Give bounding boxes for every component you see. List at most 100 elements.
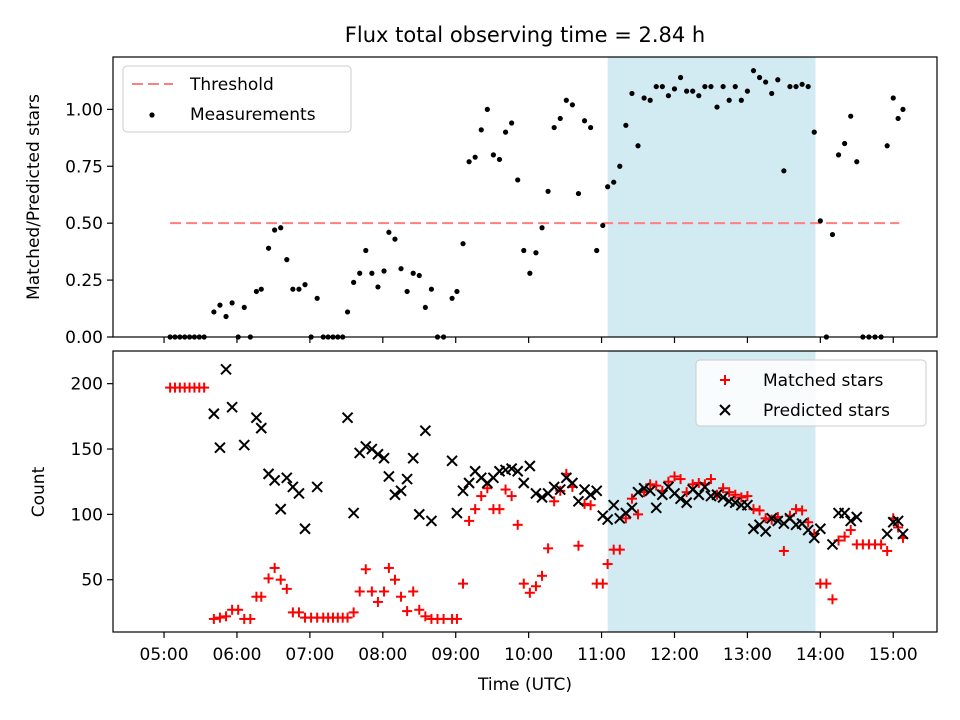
predicted-cross-b	[656, 489, 669, 501]
measurement-point	[744, 88, 751, 94]
predicted-cross-b	[469, 465, 481, 477]
predicted-cross-b	[717, 491, 729, 504]
predicted-cross-b	[826, 538, 839, 551]
matched-star-point	[396, 591, 407, 602]
measurement-point	[211, 309, 217, 315]
measurement-point	[502, 129, 509, 135]
measurement-point	[581, 118, 588, 124]
matched-star-point	[530, 581, 541, 592]
predicted-star-point	[255, 422, 267, 434]
matched-star-point	[342, 612, 353, 623]
predicted-cross-b	[395, 485, 407, 497]
measurement-point	[404, 288, 410, 295]
predicted-star-point	[401, 473, 413, 485]
measurement-point	[677, 74, 684, 81]
predicted-star-point	[808, 532, 820, 544]
measurement-point	[720, 83, 726, 90]
measurement-point	[363, 247, 369, 254]
predicted-star-point	[693, 489, 705, 501]
matched-star-point	[408, 586, 419, 597]
predicted-star-point	[892, 515, 904, 527]
predicted-star-point	[759, 525, 772, 538]
measurement-point	[428, 286, 435, 292]
matched-star-point	[791, 504, 802, 515]
matched-star-point	[512, 519, 523, 530]
measurement-point	[659, 83, 665, 90]
y-tick-label: 200	[71, 375, 103, 395]
predicted-star-point	[425, 515, 438, 527]
legend-measurement-swatch	[149, 112, 155, 118]
matched-star-point	[470, 504, 481, 515]
matched-star-point	[827, 594, 838, 605]
predicted-cross-b	[208, 408, 220, 420]
predicted-star-point	[881, 528, 893, 540]
measurement-point	[787, 83, 793, 90]
predicted-cross-b	[680, 496, 693, 509]
matched-star-point	[549, 496, 560, 507]
measurement-point	[265, 245, 272, 251]
predicted-star-point	[281, 472, 293, 484]
measurement-point	[665, 93, 672, 99]
predicted-cross-b	[584, 489, 597, 501]
predicted-cross-b	[366, 443, 378, 455]
matched-star-point	[524, 587, 535, 598]
measurement-point	[460, 241, 466, 247]
predicted-cross-b	[548, 481, 560, 493]
measurement-point	[509, 120, 515, 126]
y-tick-label: 0.00	[65, 328, 103, 348]
measurement-point	[726, 97, 732, 103]
measurement-point	[484, 106, 490, 112]
measurement-point	[284, 257, 290, 263]
matched-star-point	[293, 607, 304, 618]
predicted-star-point	[208, 408, 220, 420]
measurement-point	[817, 218, 823, 224]
matched-star-point	[626, 493, 637, 504]
matched-star-point	[348, 607, 359, 618]
predicted-star-point	[626, 502, 638, 514]
matched-star-point	[500, 484, 511, 495]
predicted-cross-b	[220, 363, 232, 376]
measurement-point	[708, 83, 714, 90]
measurement-point	[533, 250, 539, 256]
matched-star-point	[663, 476, 674, 487]
x-tick-label: 14:00	[796, 645, 845, 665]
axes-frame	[112, 56, 938, 338]
measurement-point	[890, 95, 896, 101]
y-tick-label: 50	[81, 571, 103, 591]
predicted-star-point	[766, 512, 778, 525]
predicted-cross-b	[560, 472, 573, 484]
predicted-star-point	[220, 363, 232, 376]
predicted-star-point	[347, 507, 360, 519]
predicted-star-point	[530, 487, 542, 500]
measurement-point	[684, 88, 690, 94]
predicted-cross-b	[226, 401, 238, 413]
count-y-axis-label: Count	[29, 466, 49, 517]
measurement-point	[314, 295, 320, 301]
measurement-point	[641, 95, 647, 101]
measurement-point	[781, 168, 787, 174]
x-tick-label: 09:00	[431, 645, 480, 665]
matched-star-point	[633, 509, 644, 520]
measurement-point	[854, 159, 860, 165]
predicted-star-point	[250, 411, 263, 424]
predicted-cross-b	[747, 523, 760, 535]
x-tick-label: 05:00	[140, 645, 189, 665]
y-tick-label: 0.25	[65, 271, 103, 291]
measurement-point	[375, 284, 381, 290]
predicted-star-point	[214, 442, 226, 454]
predicted-star-point	[226, 401, 238, 413]
predicted-star-point	[802, 524, 814, 536]
legend-box	[695, 359, 927, 427]
predicted-star-point	[505, 462, 518, 475]
measurement-point	[557, 115, 563, 122]
predicted-cross-b	[378, 452, 390, 464]
matched-star-point	[458, 578, 469, 589]
matched-star-point	[420, 611, 431, 622]
measurement-point	[696, 93, 702, 99]
matched-star-point	[614, 544, 625, 555]
measurement-point	[588, 124, 594, 131]
matched-star-point	[233, 604, 244, 615]
predicted-star-point	[378, 452, 390, 464]
matched-star-point	[893, 522, 904, 533]
predicted-star-point	[656, 489, 669, 501]
